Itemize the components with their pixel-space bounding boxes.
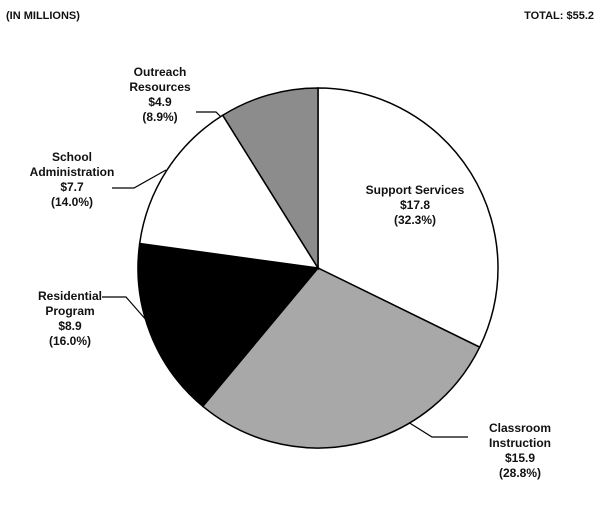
leader-line: [407, 421, 468, 438]
chart-title: (IN MILLIONS): [6, 10, 80, 22]
slice-value: $15.9: [504, 451, 536, 465]
slice-percent: (14.0%): [50, 195, 94, 209]
pie-slice: [221, 87, 319, 271]
slice-percent: (32.3%): [393, 213, 437, 227]
slice-label: Support Services $17.8 (32.3%): [360, 183, 470, 228]
slice-name: Outreach Resources: [129, 65, 191, 94]
slice-value: $4.9: [148, 95, 172, 109]
slice-value: $17.8: [399, 198, 431, 212]
slice-name: Residential Program: [37, 289, 103, 318]
pie-slice: [317, 87, 499, 349]
slice-label: Residential Program $8.9 (16.0%): [25, 289, 115, 349]
pie: [137, 87, 499, 449]
slice-percent: (28.8%): [498, 466, 542, 480]
slice-label: Classroom Instruction $15.9 (28.8%): [475, 421, 565, 481]
slice-name: Classroom Instruction: [488, 421, 552, 450]
slice-name: School Administration: [29, 150, 115, 179]
leader-line: [112, 169, 167, 189]
slice-label: Outreach Resources $4.9 (8.9%): [115, 65, 205, 125]
slice-value: $8.9: [58, 319, 82, 333]
slice-label: School Administration $7.7 (14.0%): [22, 150, 122, 210]
slice-name: Support Services: [365, 183, 465, 197]
chart-total: TOTAL: $55.2: [524, 10, 594, 22]
slice-percent: (8.9%): [142, 110, 178, 124]
pie-slice: [138, 114, 320, 269]
pie-slice: [201, 267, 481, 449]
slice-percent: (16.0%): [48, 334, 92, 348]
slice-value: $7.7: [60, 180, 84, 194]
pie-slice: [137, 242, 320, 408]
